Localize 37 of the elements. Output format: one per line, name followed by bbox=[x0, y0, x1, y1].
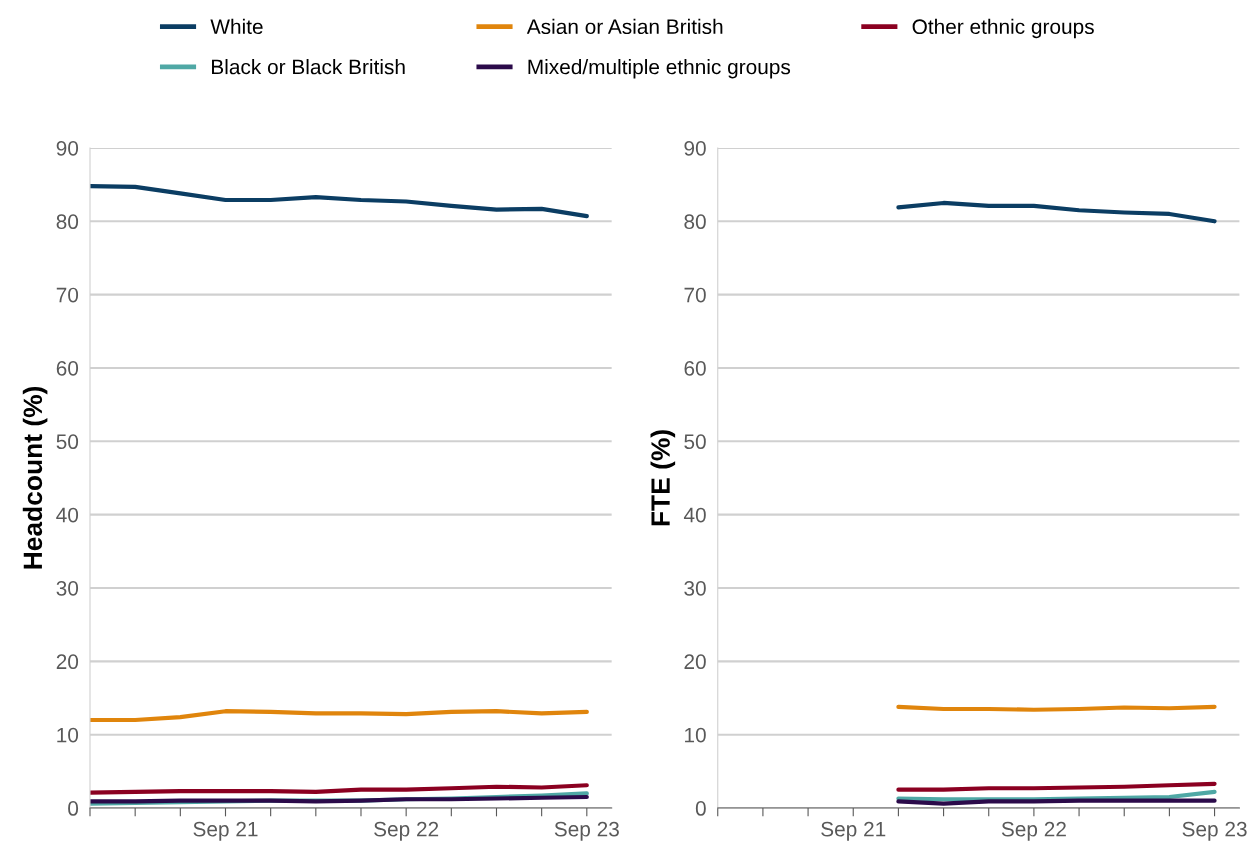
x-tick-label: Sep 21 bbox=[821, 821, 886, 841]
y-axis-title: Headcount (%) bbox=[22, 386, 48, 569]
y-tick-label: 10 bbox=[57, 727, 79, 743]
x-tick-label: Sep 22 bbox=[1001, 821, 1066, 841]
legend-label: White bbox=[210, 18, 263, 35]
line-series bbox=[90, 183, 589, 219]
y-tick-label: 90 bbox=[684, 140, 706, 156]
y-tick-label: 50 bbox=[684, 434, 706, 450]
y-tick-label: 20 bbox=[56, 654, 79, 670]
y-tick-label: 0 bbox=[68, 801, 79, 816]
legend-label: Other ethnic groups bbox=[912, 18, 1094, 39]
line-series bbox=[90, 709, 589, 723]
y-tick-label: 70 bbox=[684, 287, 706, 303]
x-tick-label: Sep 23 bbox=[1182, 821, 1247, 841]
legend-label: Asian or Asian British bbox=[526, 18, 723, 35]
y-tick-label: 0 bbox=[695, 801, 706, 816]
y-axis-title: FTE (%) bbox=[650, 430, 676, 526]
x-tick-label: Sep 23 bbox=[554, 821, 619, 841]
y-tick-label: 90 bbox=[56, 140, 79, 156]
x-tick-label: Sep 22 bbox=[374, 821, 439, 841]
y-tick-label: 80 bbox=[56, 214, 79, 230]
y-tick-label: 20 bbox=[684, 654, 706, 670]
legend-label: Mixed/multiple ethnic groups bbox=[528, 59, 791, 79]
line-series bbox=[896, 200, 1217, 224]
y-tick-label: 60 bbox=[684, 360, 706, 376]
y-tick-label: 30 bbox=[684, 580, 706, 596]
line-series bbox=[90, 783, 589, 795]
y-tick-label: 70 bbox=[56, 287, 79, 303]
legend-label: Black or Black British bbox=[212, 59, 405, 75]
x-tick-label: Sep 21 bbox=[193, 821, 258, 841]
y-tick-label: 60 bbox=[56, 360, 79, 376]
y-tick-label: 40 bbox=[56, 507, 79, 523]
y-tick-label: 40 bbox=[683, 507, 706, 523]
y-tick-label: 10 bbox=[685, 727, 706, 743]
y-tick-label: 50 bbox=[56, 434, 79, 450]
y-tick-label: 30 bbox=[56, 580, 79, 596]
y-tick-label: 80 bbox=[684, 214, 706, 230]
